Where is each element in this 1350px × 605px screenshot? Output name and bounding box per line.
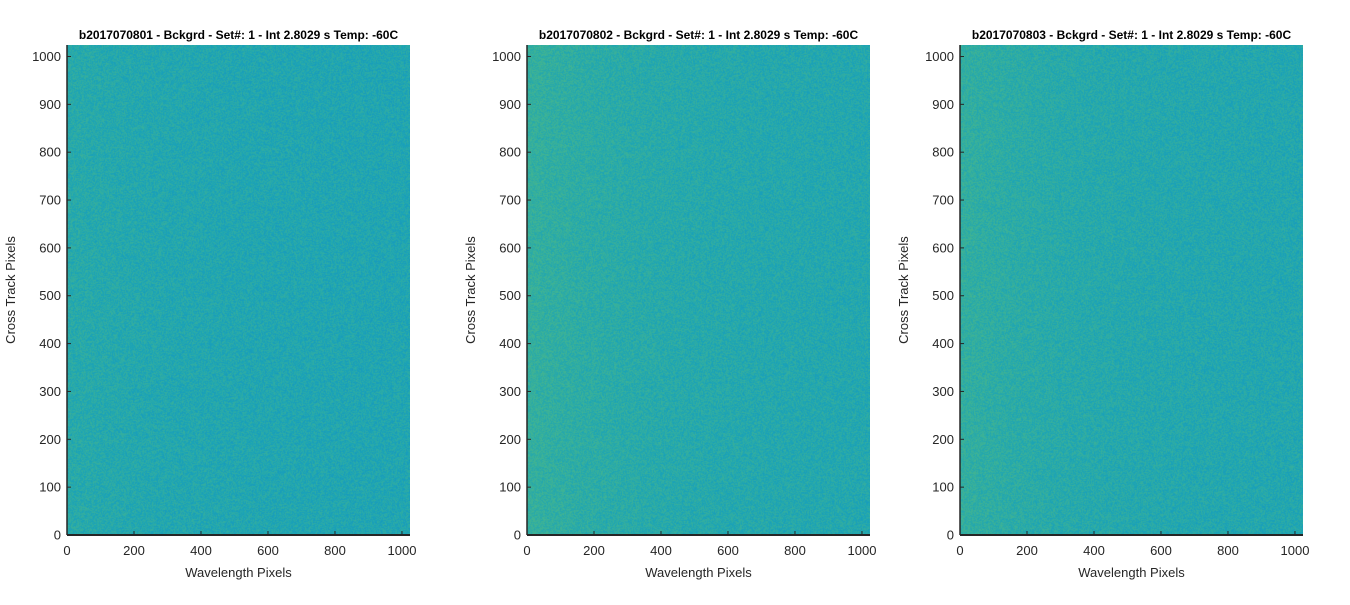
x-axis-label: Wavelength Pixels	[645, 565, 752, 580]
y-tick-label: 900	[39, 97, 61, 112]
chart-title: b2017070803 - Bckgrd - Set#: 1 - Int 2.8…	[972, 28, 1292, 42]
y-tick-label: 500	[932, 288, 954, 303]
y-tick-label: 400	[499, 336, 521, 351]
y-tick-label: 700	[39, 193, 61, 208]
y-tick-label: 600	[499, 240, 521, 255]
y-tick-label: 200	[499, 432, 521, 447]
x-tick-label: 0	[63, 543, 70, 558]
y-tick-label: 200	[932, 432, 954, 447]
y-tick-label: 900	[932, 97, 954, 112]
y-tick-label: 1000	[925, 49, 954, 64]
y-tick-label: 800	[39, 145, 61, 160]
y-tick-label: 700	[932, 193, 954, 208]
x-axis-label: Wavelength Pixels	[1078, 565, 1185, 580]
y-tick-label: 500	[39, 288, 61, 303]
y-axis-label: Cross Track Pixels	[3, 236, 18, 344]
subplot-2: b2017070802 - Bckgrd - Set#: 1 - Int 2.8…	[463, 28, 876, 580]
y-tick-label: 500	[499, 288, 521, 303]
y-tick-label: 0	[54, 528, 61, 543]
y-tick-label: 300	[932, 384, 954, 399]
x-tick-label: 1000	[388, 543, 417, 558]
x-tick-label: 800	[324, 543, 346, 558]
y-tick-label: 0	[947, 528, 954, 543]
y-tick-label: 200	[39, 432, 61, 447]
y-tick-label: 800	[932, 145, 954, 160]
x-tick-label: 1000	[848, 543, 877, 558]
subplot-3: b2017070803 - Bckgrd - Set#: 1 - Int 2.8…	[896, 28, 1309, 580]
y-tick-label: 100	[39, 480, 61, 495]
y-tick-label: 100	[932, 480, 954, 495]
x-tick-label: 400	[1083, 543, 1105, 558]
y-tick-label: 1000	[32, 49, 61, 64]
y-tick-label: 0	[514, 528, 521, 543]
subplot-1: b2017070801 - Bckgrd - Set#: 1 - Int 2.8…	[3, 28, 416, 580]
y-tick-label: 600	[932, 240, 954, 255]
y-axis-label: Cross Track Pixels	[896, 236, 911, 344]
y-tick-label: 100	[499, 480, 521, 495]
x-tick-label: 1000	[1281, 543, 1310, 558]
y-tick-label: 400	[39, 336, 61, 351]
x-axis-label: Wavelength Pixels	[185, 565, 292, 580]
x-tick-label: 800	[784, 543, 806, 558]
x-tick-label: 0	[523, 543, 530, 558]
y-axis-label: Cross Track Pixels	[463, 236, 478, 344]
chart-title: b2017070801 - Bckgrd - Set#: 1 - Int 2.8…	[79, 28, 399, 42]
x-tick-label: 600	[1150, 543, 1172, 558]
y-tick-label: 900	[499, 97, 521, 112]
heatmap-image	[67, 45, 410, 535]
x-tick-label: 200	[1016, 543, 1038, 558]
y-tick-label: 300	[499, 384, 521, 399]
x-tick-label: 400	[190, 543, 212, 558]
heatmap-image	[960, 45, 1303, 535]
x-tick-label: 800	[1217, 543, 1239, 558]
x-tick-label: 400	[650, 543, 672, 558]
y-tick-label: 400	[932, 336, 954, 351]
x-tick-label: 200	[123, 543, 145, 558]
y-tick-label: 300	[39, 384, 61, 399]
y-tick-label: 600	[39, 240, 61, 255]
heatmap-image	[527, 45, 870, 535]
chart-title: b2017070802 - Bckgrd - Set#: 1 - Int 2.8…	[539, 28, 859, 42]
y-tick-label: 700	[499, 193, 521, 208]
y-tick-label: 800	[499, 145, 521, 160]
x-tick-label: 600	[257, 543, 279, 558]
x-tick-label: 600	[717, 543, 739, 558]
x-tick-label: 200	[583, 543, 605, 558]
x-tick-label: 0	[956, 543, 963, 558]
y-tick-label: 1000	[492, 49, 521, 64]
